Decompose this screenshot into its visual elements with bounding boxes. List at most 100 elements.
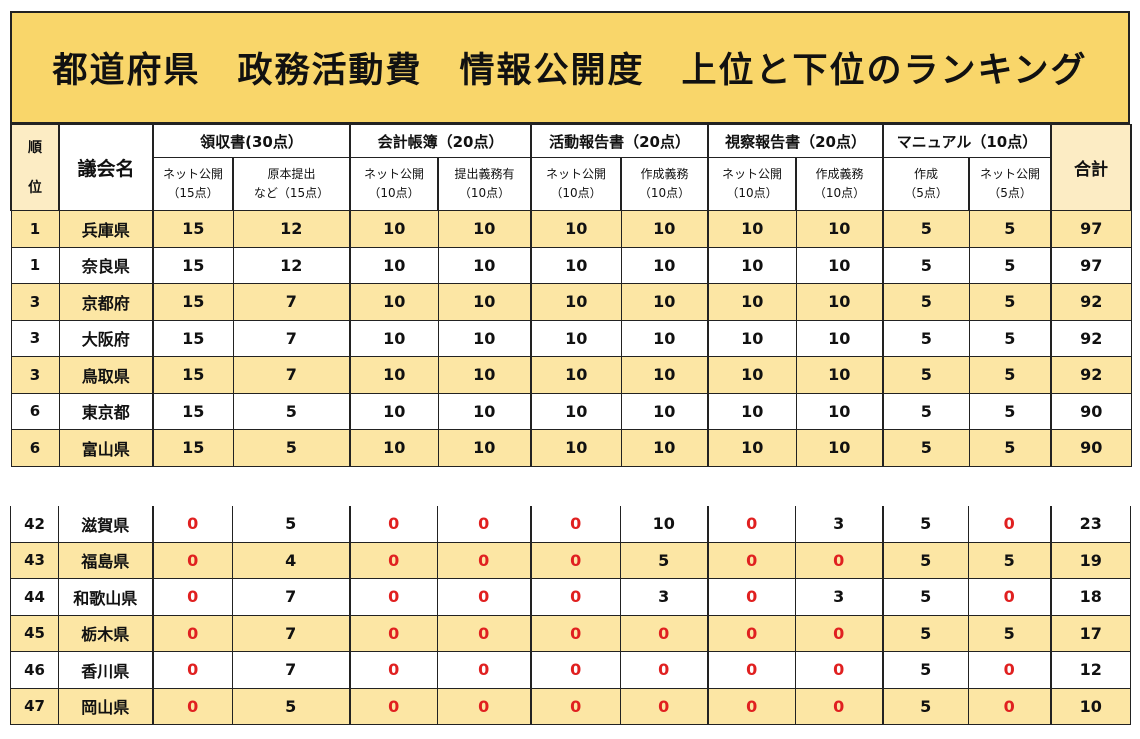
score-cell: 10 — [349, 356, 439, 394]
score-cell: 10 — [437, 283, 532, 321]
score-cell: 0 — [348, 541, 438, 579]
score-cell: 10 — [530, 319, 622, 357]
rank-header: 順 位 — [10, 124, 60, 211]
group-header-ledger: 会計帳簿（20点） — [349, 124, 533, 158]
bottom-ranking-rows: 42 滋賀県 0 5 0 0 0 10 0 3 5 0 23 43 福島県 0 4 0 0 0 5 0 0 5 5 19 44 和歌山… — [10, 506, 1131, 725]
group-header-manual: マニュアル（10点） — [882, 124, 1053, 158]
score-cell: 4 — [232, 541, 350, 579]
score-cell: 0 — [620, 614, 708, 652]
score-cell: 3 — [795, 506, 883, 543]
score-cell: 0 — [437, 651, 531, 689]
assembly-name-cell: 栃木県 — [58, 614, 153, 652]
subheader-line2: （5点） — [988, 186, 1032, 200]
rank-cell: 47 — [10, 687, 59, 725]
score-cell: 10 — [620, 429, 709, 467]
score-cell: 0 — [437, 687, 531, 725]
score-cell: 10 — [437, 429, 532, 467]
table-row: 43 福島県 0 4 0 0 0 5 0 0 5 5 19 — [10, 541, 1131, 579]
score-cell: 5 — [882, 429, 970, 467]
score-cell: 0 — [706, 687, 796, 725]
group-header-receipts: 領収書(30点） — [151, 124, 352, 158]
score-cell: 0 — [151, 506, 233, 543]
rank-cell: 3 — [10, 356, 60, 394]
total-cell: 97 — [1050, 246, 1132, 284]
score-cell: 5 — [881, 578, 969, 616]
subheader-line2: （10点） — [550, 186, 602, 200]
score-cell: 15 — [152, 319, 234, 357]
score-cell: 10 — [349, 429, 439, 467]
subheader: ネット公開 （10点） — [349, 157, 440, 211]
assembly-name-cell: 鳥取県 — [58, 356, 154, 394]
score-cell: 15 — [152, 210, 234, 248]
group-header-inspection-report: 視察報告書（20点） — [707, 124, 885, 158]
page-title: 都道府県 政務活動費 情報公開度 上位と下位のランキング — [52, 51, 1088, 91]
table-row: 1 奈良県 15 12 10 10 10 10 10 10 5 5 97 — [10, 246, 1132, 284]
total-cell: 92 — [1050, 319, 1132, 357]
score-cell: 0 — [968, 578, 1051, 616]
score-cell: 5 — [968, 283, 1052, 321]
subheader-line1: ネット公開 — [980, 167, 1041, 181]
score-cell: 0 — [348, 687, 438, 725]
score-cell: 5 — [620, 541, 708, 579]
score-cell: 0 — [437, 506, 531, 543]
score-cell: 0 — [348, 506, 438, 543]
score-cell: 7 — [232, 578, 350, 616]
table-row: 42 滋賀県 0 5 0 0 0 10 0 3 5 0 23 — [10, 506, 1131, 543]
score-cell: 10 — [530, 210, 622, 248]
score-cell: 7 — [232, 614, 350, 652]
rank-header-top: 順 — [28, 139, 42, 156]
subheader-line1: ネット公開 — [546, 167, 607, 181]
score-cell: 10 — [707, 210, 797, 248]
subheader-line2: （5点） — [904, 186, 948, 200]
rank-cell: 42 — [10, 506, 59, 543]
score-cell: 10 — [437, 210, 532, 248]
score-cell: 10 — [707, 246, 797, 284]
score-cell: 15 — [152, 429, 234, 467]
score-cell: 15 — [152, 392, 234, 430]
score-cell: 10 — [349, 319, 439, 357]
score-cell: 0 — [437, 614, 531, 652]
total-cell: 18 — [1049, 578, 1131, 616]
score-cell: 3 — [795, 578, 883, 616]
rank-cell: 44 — [10, 578, 59, 616]
total-header: 合計 — [1050, 124, 1133, 211]
rank-cell: 45 — [10, 614, 59, 652]
rank-header-bottom: 位 — [28, 179, 42, 196]
score-cell: 0 — [529, 614, 621, 652]
rank-cell: 43 — [10, 541, 59, 579]
total-cell: 23 — [1049, 506, 1131, 543]
score-cell: 10 — [795, 429, 884, 467]
table-row: 46 香川県 0 7 0 0 0 0 0 0 5 0 12 — [10, 651, 1131, 689]
score-cell: 10 — [795, 246, 884, 284]
score-cell: 0 — [706, 506, 796, 543]
score-cell: 10 — [707, 429, 797, 467]
group-header-activity-report: 活動報告書（20点） — [530, 124, 710, 158]
subheader: 提出義務有 （10点） — [437, 157, 533, 211]
score-cell: 15 — [152, 246, 234, 284]
score-cell: 10 — [530, 429, 622, 467]
subheader: 作成義務 （10点） — [620, 157, 710, 211]
score-cell: 10 — [707, 319, 797, 357]
score-cell: 0 — [620, 651, 708, 689]
table-row: 3 鳥取県 15 7 10 10 10 10 10 10 5 5 92 — [10, 356, 1132, 394]
subheader-line1: 原本提出 — [267, 167, 316, 181]
score-cell: 0 — [151, 651, 233, 689]
subheader-line2: （10点） — [368, 186, 420, 200]
score-cell: 10 — [530, 392, 622, 430]
ranking-table-bottom: 42 滋賀県 0 5 0 0 0 10 0 3 5 0 23 43 福島県 0 4 0 0 0 5 0 0 5 5 19 44 和歌山… — [10, 506, 1131, 725]
assembly-name-cell: 岡山県 — [58, 687, 153, 725]
score-cell: 5 — [968, 392, 1052, 430]
table-row: 1 兵庫県 15 12 10 10 10 10 10 10 5 5 97 — [10, 210, 1132, 248]
score-cell: 0 — [706, 651, 796, 689]
score-cell: 5 — [881, 541, 969, 579]
score-cell: 7 — [232, 283, 351, 321]
score-cell: 0 — [968, 651, 1051, 689]
assembly-name-cell: 和歌山県 — [58, 578, 153, 616]
subheader-line1: ネット公開 — [722, 167, 783, 181]
score-cell: 5 — [881, 614, 969, 652]
score-cell: 10 — [349, 283, 439, 321]
top-ranking-rows: 1 兵庫県 15 12 10 10 10 10 10 10 5 5 97 1 奈良県 15 12 10 10 10 10… — [10, 210, 1132, 467]
total-cell: 90 — [1050, 429, 1132, 467]
score-cell: 5 — [968, 319, 1052, 357]
score-cell: 5 — [882, 283, 970, 321]
